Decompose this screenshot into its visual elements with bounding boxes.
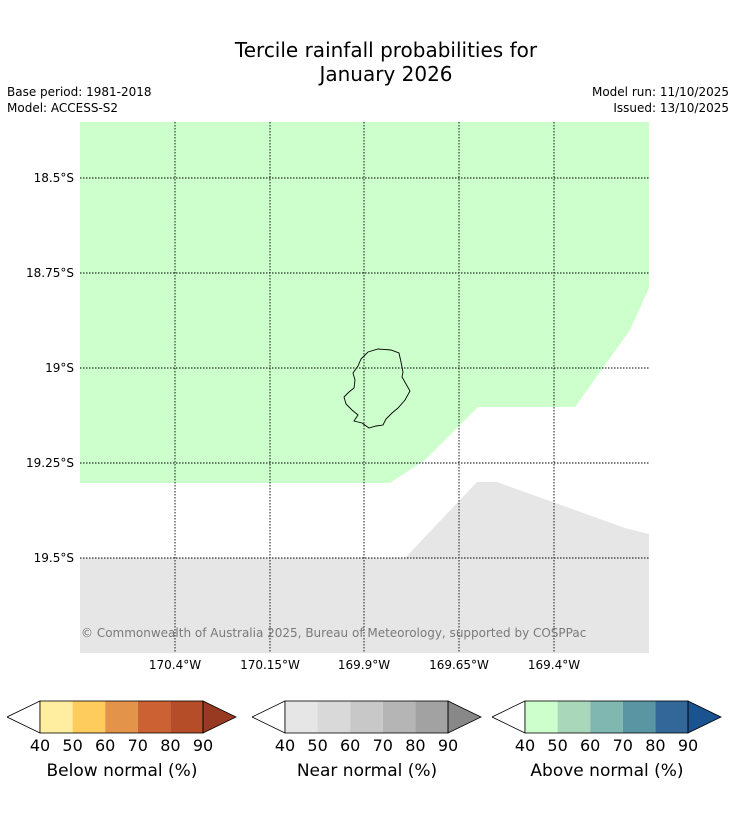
lon-label-170.15: 170.15°W (240, 658, 300, 672)
below-colorbar-tick-80: 80 (160, 736, 181, 755)
model-run: Model run: 11/10/2025 (591, 85, 729, 99)
near-colorbar-frame (284, 700, 449, 734)
above-normal-region (80, 122, 649, 483)
near-normal-region (80, 482, 649, 653)
near-colorbar-tick-60: 60 (340, 736, 361, 755)
above-colorbar-tick-40: 40 (514, 736, 536, 755)
title-line-2: January 2026 (319, 62, 453, 86)
near-colorbar-bin-60 (350, 701, 383, 733)
below-colorbar-bin-80 (170, 701, 203, 733)
map-title: Tercile rainfall probabilities for Janua… (0, 38, 736, 86)
lon-label-169.65: 169.65°W (429, 658, 489, 672)
below-colorbar-over-arrow (202, 700, 237, 734)
colorbar-below-normal (7, 700, 237, 734)
lat-label-18.5: 18.5°S (33, 171, 74, 185)
colorbar-label-below: Below normal (%) (46, 761, 198, 781)
above-colorbar-over-arrow (687, 700, 722, 734)
above-colorbar-frame (524, 700, 689, 734)
below-colorbar-frame (39, 700, 204, 734)
lon-label-170.4: 170.4°W (148, 658, 202, 672)
colorbar-above-normal (492, 700, 722, 734)
near-colorbar-bin-40 (285, 701, 318, 733)
colorbar-label-near: Near normal (%) (296, 761, 438, 781)
near-colorbar-bin-80 (415, 701, 448, 733)
lon-label-169.4: 169.4°W (527, 658, 581, 672)
lon-label-169.9: 169.9°W (337, 658, 391, 672)
lat-label-18.75: 18.75°S (26, 266, 74, 280)
below-colorbar-bin-70 (137, 701, 171, 733)
near-colorbar-tick-80: 80 (405, 736, 426, 755)
near-colorbar-under-arrow (252, 700, 286, 734)
below-colorbar-bin-40 (40, 701, 73, 733)
map-canvas (80, 122, 649, 653)
below-colorbar-tick-50: 50 (62, 736, 83, 755)
above-colorbar-bin-60 (590, 701, 623, 733)
island-outline (343, 348, 411, 429)
meta-left: Base period: 1981-2018 Model: ACCESS-S2 (7, 84, 152, 116)
lat-label-19.25: 19.25°S (26, 456, 74, 470)
colorbar-label-above: Above normal (%) (530, 761, 684, 781)
copyright-notice: © Commonwealth of Australia 2025, Bureau… (81, 626, 587, 640)
above-colorbar-bin-70 (622, 701, 656, 733)
below-colorbar-bin-50 (72, 701, 106, 733)
meta-right: Model run: 11/10/2025 Issued: 13/10/2025 (592, 84, 729, 116)
above-colorbar-tick-70: 70 (612, 736, 633, 755)
near-colorbar-over-arrow (447, 700, 482, 734)
above-colorbar-bin-80 (655, 701, 688, 733)
below-colorbar-bin-60 (105, 701, 138, 733)
graticule (80, 122, 649, 653)
near-colorbar-tick-50: 50 (307, 736, 328, 755)
above-colorbar-tick-50: 50 (547, 736, 568, 755)
below-colorbar-under-arrow (7, 700, 41, 734)
above-colorbar-tick-60: 60 (580, 736, 601, 755)
below-colorbar-tick-60: 60 (95, 736, 116, 755)
below-colorbar-tick-90: 90 (192, 736, 214, 755)
model-name: Model: ACCESS-S2 (7, 101, 119, 115)
near-colorbar-bin-70 (382, 701, 416, 733)
title-line-1: Tercile rainfall probabilities for (234, 38, 538, 62)
below-colorbar-tick-40: 40 (29, 736, 51, 755)
lat-label-19: 19°S (45, 361, 74, 375)
above-colorbar-bin-50 (557, 701, 591, 733)
near-colorbar-tick-70: 70 (372, 736, 393, 755)
above-colorbar-bin-40 (525, 701, 558, 733)
near-colorbar-bin-50 (317, 701, 351, 733)
above-colorbar-under-arrow (492, 700, 526, 734)
below-colorbar-tick-70: 70 (127, 736, 148, 755)
near-colorbar-tick-90: 90 (437, 736, 459, 755)
colorbar-near-normal (252, 700, 482, 734)
near-colorbar-tick-40: 40 (274, 736, 296, 755)
issued-date: Issued: 13/10/2025 (613, 101, 729, 115)
above-colorbar-tick-80: 80 (645, 736, 666, 755)
lat-label-19.5: 19.5°S (33, 551, 74, 565)
above-colorbar-tick-90: 90 (677, 736, 699, 755)
base-period: Base period: 1981-2018 (7, 85, 152, 99)
